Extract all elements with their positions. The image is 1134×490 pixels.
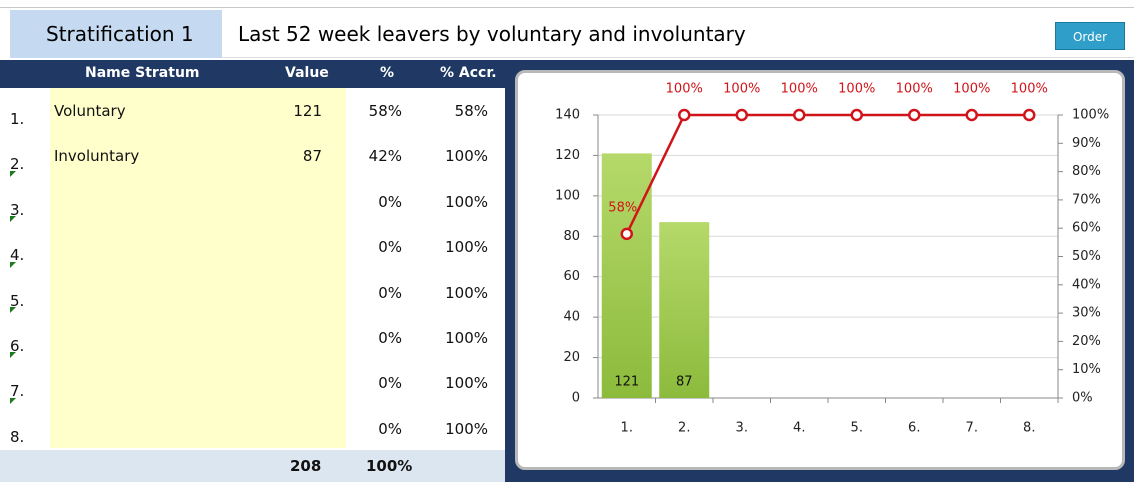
totals-row xyxy=(0,450,505,482)
row-number: 7. xyxy=(10,382,25,401)
y-tick-label: 120 xyxy=(555,148,580,163)
percent: 0% xyxy=(378,192,402,211)
line-marker xyxy=(965,108,978,122)
column-header: Name Stratum xyxy=(85,65,200,81)
row-number: 4. xyxy=(10,246,25,265)
accumulated-percent: 100% xyxy=(445,238,488,257)
y-tick-label: 20 xyxy=(563,350,580,365)
accumulated-percent: 100% xyxy=(445,147,488,166)
stratum-name: Involuntary xyxy=(54,147,140,166)
percent: 42% xyxy=(368,147,402,166)
column-header: Value xyxy=(285,65,329,81)
line-label: 100% xyxy=(896,82,933,97)
line-marker xyxy=(735,108,748,122)
line-marker xyxy=(908,108,921,122)
cell-marker xyxy=(10,261,16,268)
line-label: 58% xyxy=(608,200,637,215)
row-number: 5. xyxy=(10,291,25,310)
line-marker xyxy=(678,108,691,122)
x-tick-label: 5. xyxy=(851,421,863,436)
y-tick-label: 40 xyxy=(563,310,580,325)
y2-tick-label: 10% xyxy=(1072,362,1101,377)
cell-marker xyxy=(10,216,16,223)
row-number: 3. xyxy=(10,200,25,219)
line-marker xyxy=(620,227,633,241)
report-title: Last 52 week leavers by voluntary and in… xyxy=(222,10,1134,58)
line-label: 100% xyxy=(781,82,818,97)
y2-tick-label: 80% xyxy=(1072,164,1101,179)
x-tick-label: 7. xyxy=(966,421,978,436)
line-marker xyxy=(850,108,863,122)
accumulated-percent: 58% xyxy=(454,102,488,120)
x-tick-label: 2. xyxy=(678,421,690,436)
y2-tick-label: 90% xyxy=(1072,136,1101,151)
x-tick-label: 6. xyxy=(908,421,920,436)
y-tick-label: 80 xyxy=(563,229,580,244)
percent: 0% xyxy=(378,419,402,438)
x-tick-label: 4. xyxy=(793,421,805,436)
percent: 58% xyxy=(368,102,402,120)
bar xyxy=(601,153,652,398)
y2-tick-label: 20% xyxy=(1072,334,1101,349)
accumulated-percent: 100% xyxy=(445,329,488,347)
x-tick-label: 3. xyxy=(736,421,748,436)
accumulated-percent: 100% xyxy=(445,419,488,438)
x-tick-label: 8. xyxy=(1023,421,1035,436)
y2-tick-label: 50% xyxy=(1072,249,1101,264)
cell-marker xyxy=(10,352,16,359)
input-area xyxy=(50,88,346,448)
cumulative-line xyxy=(625,113,1030,235)
percent: 0% xyxy=(378,238,402,257)
accumulated-percent: 100% xyxy=(445,192,488,211)
total-value: 208 xyxy=(290,457,322,475)
column-header: % xyxy=(380,65,395,81)
y-tick-label: 0 xyxy=(572,391,580,406)
cell-marker xyxy=(10,307,16,313)
y2-tick-label: 100% xyxy=(1072,108,1109,123)
y2-tick-label: 70% xyxy=(1072,192,1101,207)
y-tick-label: 60 xyxy=(563,269,580,284)
y2-tick-label: 40% xyxy=(1072,277,1101,292)
line-label: 100% xyxy=(953,82,990,97)
row-number: 8. xyxy=(10,427,25,446)
line-label: 100% xyxy=(1011,82,1048,97)
row-number: 6. xyxy=(10,337,25,355)
bar xyxy=(659,222,710,398)
line-marker xyxy=(793,108,806,122)
cell-marker xyxy=(10,170,16,177)
line-label: 100% xyxy=(838,82,875,97)
y-tick-label: 140 xyxy=(555,108,580,123)
column-header: % Accr. xyxy=(440,65,497,81)
stratification-label: Stratification 1 xyxy=(10,10,222,58)
y-tick-label: 100 xyxy=(555,188,580,203)
sheet-edge xyxy=(0,0,1134,8)
percent: 0% xyxy=(378,374,402,393)
x-tick-label: 1. xyxy=(621,421,633,436)
percent: 0% xyxy=(378,329,402,347)
accumulated-percent: 100% xyxy=(445,374,488,393)
stratum-name: Voluntary xyxy=(54,102,126,120)
y2-tick-label: 0% xyxy=(1072,391,1093,406)
row-number: 1. xyxy=(10,110,25,128)
bar-label: 87 xyxy=(676,375,693,390)
cell-marker xyxy=(10,397,16,404)
stratum-value: 87 xyxy=(302,147,322,166)
row-number: 2. xyxy=(10,155,25,174)
table-header xyxy=(0,60,505,88)
order-button[interactable]: Order xyxy=(1055,22,1125,50)
total-percent: 100% xyxy=(366,457,413,475)
bar-label: 121 xyxy=(614,375,639,390)
y2-tick-label: 60% xyxy=(1072,221,1101,236)
percent: 0% xyxy=(378,283,402,302)
line-label: 100% xyxy=(723,82,760,97)
line-label: 100% xyxy=(666,82,703,97)
accumulated-percent: 100% xyxy=(445,283,488,302)
line-marker xyxy=(1023,108,1036,122)
y2-tick-label: 30% xyxy=(1072,306,1101,321)
stratum-value: 121 xyxy=(293,102,322,120)
